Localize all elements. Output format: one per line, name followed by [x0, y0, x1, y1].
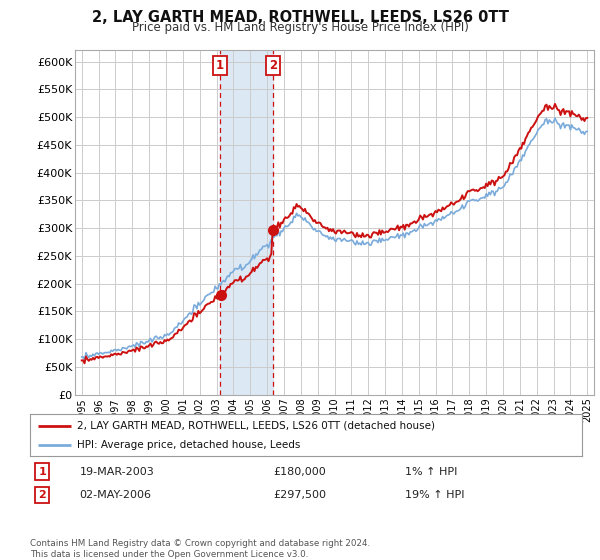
Text: £180,000: £180,000	[273, 466, 326, 477]
Text: 19% ↑ HPI: 19% ↑ HPI	[406, 490, 465, 500]
Text: Price paid vs. HM Land Registry's House Price Index (HPI): Price paid vs. HM Land Registry's House …	[131, 21, 469, 34]
Text: HPI: Average price, detached house, Leeds: HPI: Average price, detached house, Leed…	[77, 440, 300, 450]
Text: 2, LAY GARTH MEAD, ROTHWELL, LEEDS, LS26 0TT: 2, LAY GARTH MEAD, ROTHWELL, LEEDS, LS26…	[91, 10, 509, 25]
Text: 2: 2	[269, 59, 277, 72]
Bar	[220, 50, 274, 395]
Text: 02-MAY-2006: 02-MAY-2006	[80, 490, 152, 500]
Text: 2: 2	[38, 490, 46, 500]
Text: 2, LAY GARTH MEAD, ROTHWELL, LEEDS, LS26 0TT (detached house): 2, LAY GARTH MEAD, ROTHWELL, LEEDS, LS26…	[77, 421, 435, 431]
Text: 1: 1	[38, 466, 46, 477]
Text: 19-MAR-2003: 19-MAR-2003	[80, 466, 154, 477]
Text: 1% ↑ HPI: 1% ↑ HPI	[406, 466, 458, 477]
Text: 1: 1	[216, 59, 224, 72]
Text: £297,500: £297,500	[273, 490, 326, 500]
Text: Contains HM Land Registry data © Crown copyright and database right 2024.
This d: Contains HM Land Registry data © Crown c…	[30, 539, 370, 559]
